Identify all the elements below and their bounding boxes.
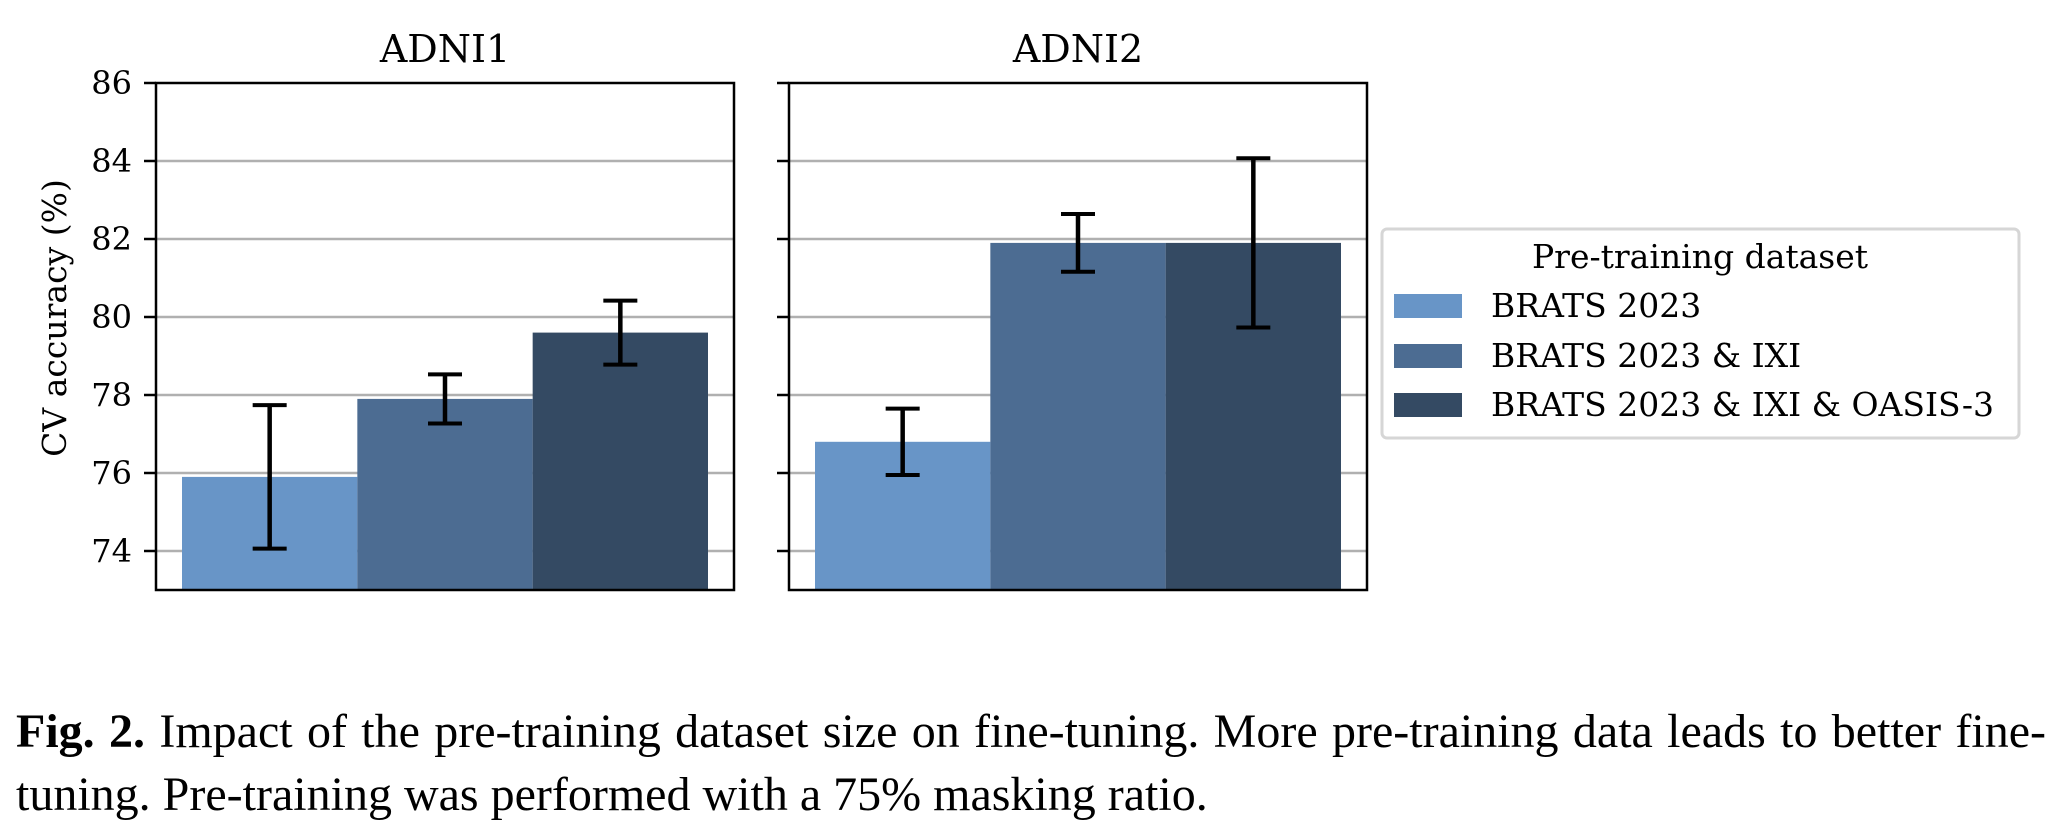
legend-swatch [1394, 294, 1462, 318]
legend-item: BRATS 2023 & IXI [1394, 336, 1801, 375]
y-tick-label: 86 [91, 64, 132, 102]
panel-adni2: ADNI2 [777, 27, 1369, 592]
error-bar [1236, 156, 1271, 330]
legend-items: BRATS 2023 BRATS 2023 & IXI BRATS 2023 & I… [1394, 286, 1994, 424]
legend-frame [1380, 227, 2021, 440]
y-tick-label: 82 [91, 220, 132, 258]
caption-text: Impact of the pre-training dataset size … [16, 705, 2047, 821]
axes-frame [154, 81, 736, 592]
panels: ADNI1 74 76 78 80 82 84 86 ADNI2 [91, 27, 1369, 592]
axes-frame [787, 81, 1369, 592]
bar-adni2-2 [990, 242, 1166, 590]
legend-item: BRATS 2023 & IXI & OASIS-3 [1394, 385, 1994, 424]
error-bar [885, 406, 920, 477]
bar-adni1-2 [357, 398, 533, 590]
figure-caption: Fig. 2. Impact of the pre-training datas… [16, 700, 2046, 826]
panel-adni1: ADNI1 74 76 78 80 82 84 86 [91, 27, 736, 592]
error-bar [428, 372, 462, 426]
legend-label: BRATS 2023 & IXI [1491, 336, 1801, 375]
panel-title: ADNI1 [379, 27, 510, 71]
y-tick-label: 74 [91, 532, 132, 570]
legend-title: Pre-training dataset [1532, 237, 1868, 276]
legend-item: BRATS 2023 [1394, 286, 1701, 325]
legend-label: BRATS 2023 [1491, 286, 1701, 325]
caption-label: Fig. 2. [16, 705, 145, 758]
error-bar [1061, 212, 1095, 274]
error-bar [603, 298, 638, 367]
figure-chart: ADNI1 74 76 78 80 82 84 86 ADNI2 CV accuracy (%)… [35, 27, 2021, 592]
y-tick-label: 84 [91, 142, 132, 180]
y-tick-label: 80 [91, 298, 132, 336]
error-bar [252, 403, 287, 551]
legend-label: BRATS 2023 & IXI & OASIS-3 [1491, 385, 1994, 424]
legend-swatch [1394, 344, 1462, 368]
legend-swatch [1394, 393, 1462, 417]
y-axis-label: CV accuracy (%) [35, 179, 74, 457]
y-tick-label: 76 [91, 454, 132, 492]
bar-adni1-3 [532, 332, 708, 590]
y-tick-label: 78 [91, 376, 132, 414]
panel-title: ADNI2 [1012, 27, 1143, 71]
